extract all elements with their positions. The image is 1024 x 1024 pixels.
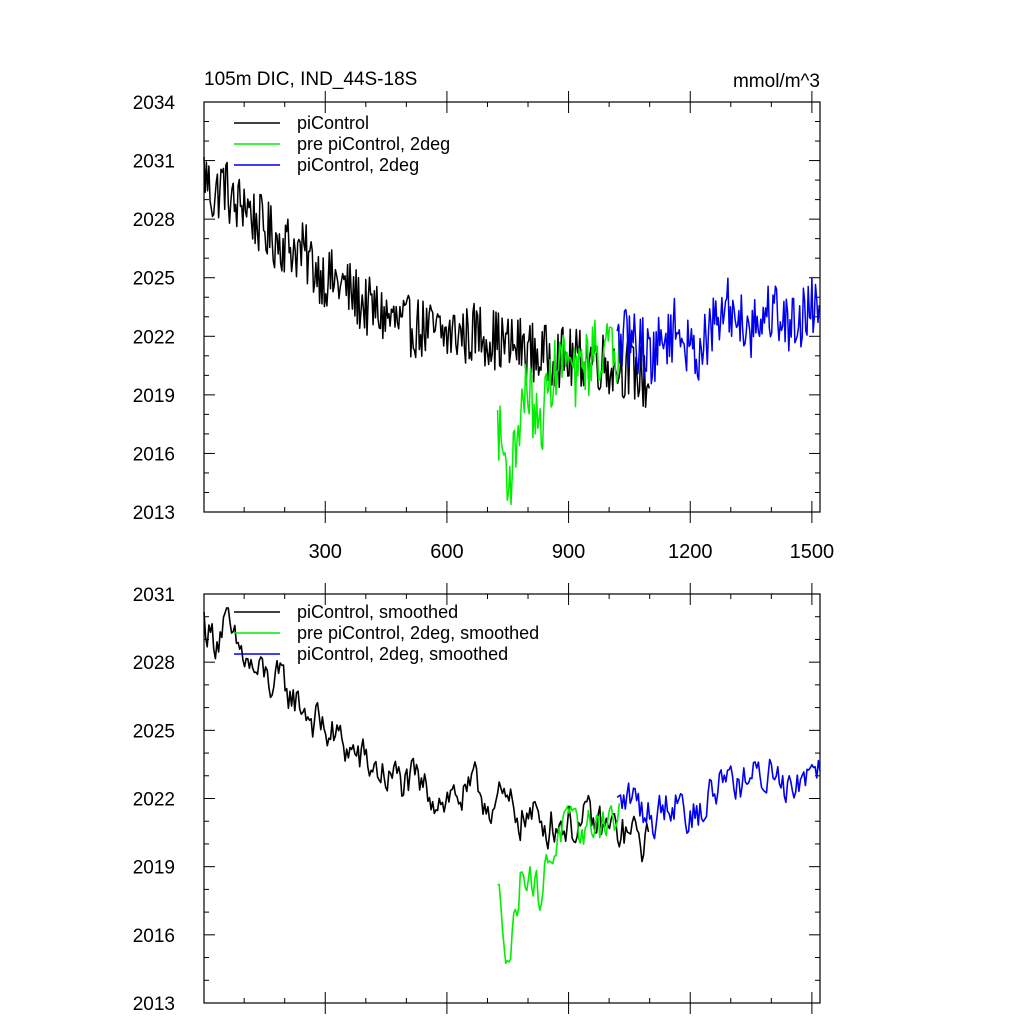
legend-label: piControl, 2deg, smoothed	[297, 644, 508, 664]
y-tick-label: 2025	[133, 721, 175, 742]
x-tick-label: 1200	[668, 541, 713, 563]
legend-label: pre piControl, 2deg	[297, 134, 450, 154]
y-tick-label: 2022	[133, 327, 175, 348]
y-tick-label: 2013	[133, 994, 175, 1015]
y-tick-label: 2028	[133, 653, 175, 674]
series-line-0	[203, 607, 650, 863]
x-tick-label: 1500	[790, 541, 835, 563]
series-line-1	[497, 803, 621, 965]
series-line-1	[496, 319, 621, 506]
y-tick-label: 2022	[133, 790, 175, 811]
y-tick-label: 2028	[133, 210, 175, 231]
y-tick-label: 2016	[133, 926, 175, 947]
x-tick-label: 900	[552, 541, 585, 563]
y-tick-label: 2031	[133, 152, 175, 173]
y-tick-label: 2016	[133, 444, 175, 465]
bottom-panel: 2013 2016 2019 2022 2025 2028 2031 piControl, s…	[133, 583, 821, 1015]
series-line-2	[616, 758, 821, 840]
y-tick-label: 2031	[133, 585, 175, 606]
legend-label: piControl, smoothed	[297, 602, 458, 622]
legend-label: piControl, 2deg	[297, 155, 419, 175]
y-tick-label: 2034	[133, 93, 176, 114]
y-tick-label: 2013	[133, 503, 175, 524]
series-line-2	[616, 277, 820, 385]
y-tick-label: 2019	[133, 386, 175, 407]
legend-label: pre piControl, 2deg, smoothed	[297, 623, 539, 643]
units-label: mmol/m^3	[733, 71, 820, 92]
x-tick-label: 300	[309, 541, 342, 563]
y-tick-label: 2019	[133, 858, 175, 879]
legend-label: piControl	[297, 113, 369, 133]
plot-frame	[203, 101, 821, 513]
chart-title: 105m DIC, IND_44S-18S	[204, 69, 417, 90]
series-line-0	[203, 156, 651, 408]
x-tick-label: 600	[430, 541, 463, 563]
y-tick-label: 2025	[133, 269, 175, 290]
top-panel: 2013 2016 2019 2022 2025 2028 2031 2034 300 600 90…	[133, 91, 834, 563]
